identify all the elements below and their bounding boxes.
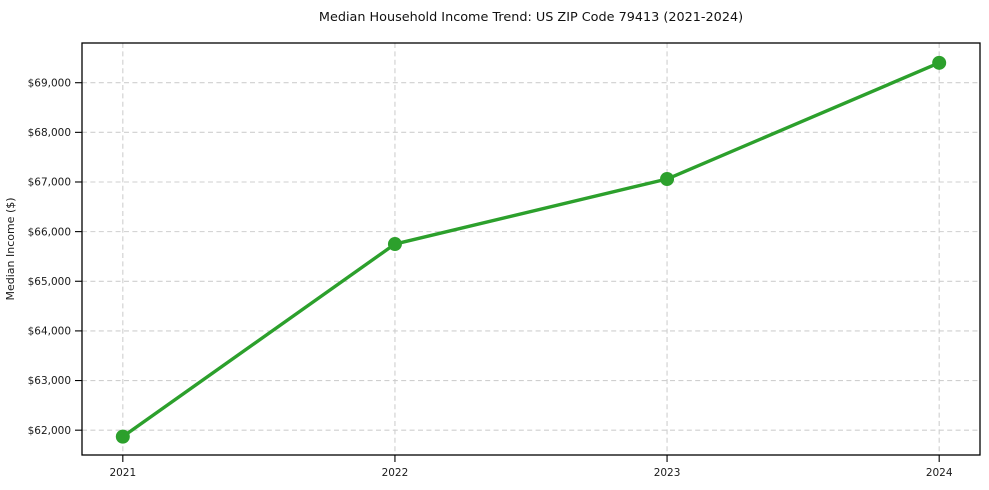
grid-layer [82, 43, 980, 455]
trend-line-series [115, 55, 947, 444]
y-tick-label: $65,000 [28, 276, 71, 288]
y-tick-label: $62,000 [28, 425, 71, 437]
trend-line [121, 61, 941, 439]
x-tick-label: 2024 [926, 467, 953, 479]
y-tick-label: $67,000 [28, 177, 71, 189]
x-tick-label: 2023 [654, 467, 681, 479]
x-tick-label: 2021 [109, 467, 136, 479]
y-tick-label: $63,000 [28, 375, 71, 387]
data-point [115, 429, 130, 444]
data-point [932, 55, 947, 70]
data-point [387, 237, 402, 252]
x-tick-label: 2022 [382, 467, 409, 479]
y-tick-label: $68,000 [28, 127, 71, 139]
data-point [660, 172, 675, 187]
y-tick-label: $69,000 [28, 77, 71, 89]
plot-border [81, 42, 981, 456]
tick-layer: $62,000 $63,000 $64,000 $65,000 $66,000 $67,0… [28, 77, 953, 479]
y-tick-label: $64,000 [28, 326, 71, 338]
y-tick-label: $66,000 [28, 226, 71, 238]
y-axis-label: Median Income ($) [4, 197, 17, 300]
chart-title: Median Household Income Trend: US ZIP Co… [319, 10, 743, 25]
